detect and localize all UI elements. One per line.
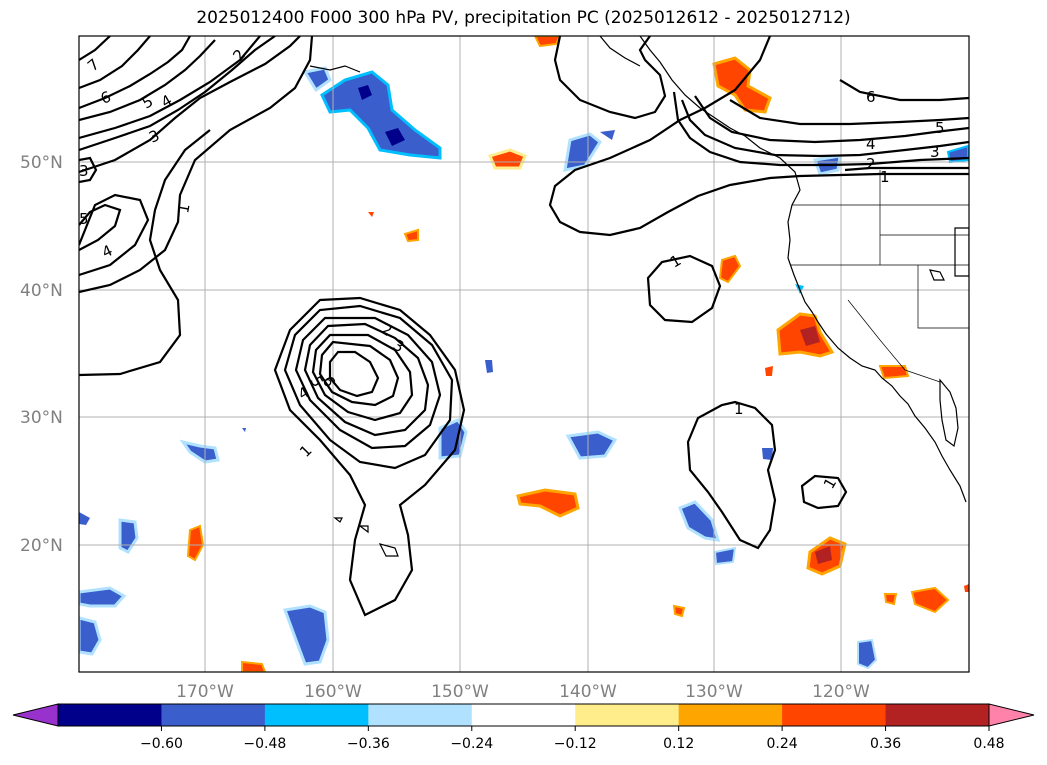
lon-label: 120°W [812, 682, 870, 702]
contour-label: 4 [866, 135, 876, 153]
colorbar: −0.60 −0.48 −0.36 −0.24 −0.12 0.12 0.24 0.36 0.4… [12, 703, 1035, 752]
contour-label: 1 [734, 400, 744, 418]
contour-label: 5 [935, 119, 945, 137]
lon-label: 130°W [685, 682, 743, 702]
colorbar-segment [678, 704, 783, 726]
pv-contours [79, 36, 969, 617]
colorbar-frame [57, 703, 990, 727]
negative-precip-anomalies [79, 66, 969, 670]
contour-label: 1 [880, 168, 890, 186]
colorbar-tick-label: −0.24 [450, 736, 493, 752]
contour-label: 6 [866, 88, 876, 106]
colorbar-segment [782, 704, 887, 726]
contour-label: 1 [174, 202, 193, 215]
borders [790, 170, 969, 383]
coastline [309, 36, 969, 557]
colorbar-tick-label: −0.12 [554, 736, 597, 752]
lon-label: 160°W [304, 682, 362, 702]
colorbar-tick-label: 0.48 [973, 736, 1004, 752]
colorbar-tick-label: 0.36 [870, 736, 901, 752]
lat-label: 20°N [20, 536, 63, 556]
contour-label: 2 [866, 155, 876, 173]
colorbar-segment [471, 704, 576, 726]
colorbar-tick-label: −0.60 [140, 736, 183, 752]
map-title: 2025012400 F000 300 hPa PV, precipitatio… [196, 8, 851, 28]
lat-label: 40°N [20, 281, 63, 301]
colorbar-tick-label: 0.12 [663, 736, 694, 752]
colorbar-tick-label: −0.36 [347, 736, 390, 752]
map-frame [78, 35, 970, 673]
colorbar-max-extension [988, 703, 1035, 727]
lon-label: 150°W [431, 682, 489, 702]
graticule [79, 36, 969, 672]
colorbar-tick-label: −0.48 [243, 736, 286, 752]
lon-label: 170°W [176, 682, 234, 702]
longitude-labels: 170°W 160°W 150°W 140°W 130°W 120°W [176, 682, 870, 702]
colorbar-segment [885, 704, 990, 726]
colorbar-segment [575, 704, 680, 726]
contour-label: 3 [79, 162, 89, 180]
lat-label: 30°N [20, 408, 63, 428]
contour-label: 5 [79, 210, 89, 228]
colorbar-segment [368, 704, 473, 726]
contour-label: 3 [930, 143, 940, 161]
colorbar-segment [58, 704, 162, 726]
lon-label: 140°W [559, 682, 617, 702]
colorbar-tick-label: 0.24 [767, 736, 798, 752]
colorbar-min-extension [12, 703, 59, 727]
colorbar-segment [264, 704, 369, 726]
positive-precip-anomalies [186, 36, 969, 672]
lat-label: 50°N [20, 153, 63, 173]
latitude-labels: 50°N 40°N 30°N 20°N [20, 153, 63, 556]
map-background [79, 36, 969, 672]
colorbar-segment [161, 704, 266, 726]
